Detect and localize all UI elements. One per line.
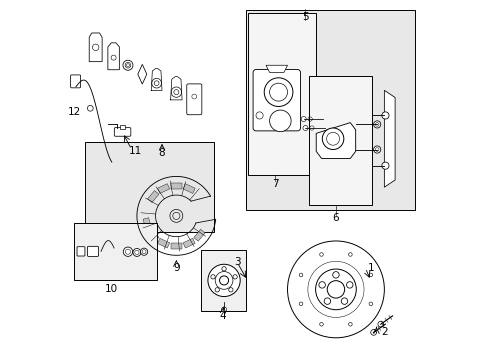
Circle shape xyxy=(207,264,240,297)
Text: 2: 2 xyxy=(380,327,386,337)
Circle shape xyxy=(123,247,132,256)
Polygon shape xyxy=(265,65,287,72)
Bar xyxy=(193,229,204,241)
Circle shape xyxy=(140,248,147,255)
Circle shape xyxy=(368,302,372,306)
Text: 10: 10 xyxy=(105,284,118,294)
Circle shape xyxy=(319,323,323,326)
Bar xyxy=(143,218,151,230)
Circle shape xyxy=(222,267,226,271)
Polygon shape xyxy=(316,123,355,158)
Bar xyxy=(247,13,316,175)
Text: 1: 1 xyxy=(367,263,374,273)
Polygon shape xyxy=(384,90,394,187)
Bar xyxy=(183,184,195,193)
Circle shape xyxy=(219,276,228,285)
Bar xyxy=(183,238,195,248)
Circle shape xyxy=(373,121,380,128)
Circle shape xyxy=(301,117,305,122)
Bar xyxy=(171,243,182,249)
Circle shape xyxy=(315,269,356,310)
Circle shape xyxy=(221,307,226,312)
Bar xyxy=(147,190,159,202)
Circle shape xyxy=(341,298,347,304)
Circle shape xyxy=(299,302,302,306)
Bar xyxy=(74,223,156,280)
Circle shape xyxy=(299,273,302,277)
Text: 5: 5 xyxy=(302,12,308,22)
Circle shape xyxy=(377,321,383,327)
Circle shape xyxy=(319,253,323,256)
Circle shape xyxy=(228,288,233,292)
Text: 3: 3 xyxy=(234,257,241,267)
Bar xyxy=(171,183,182,189)
Bar xyxy=(157,238,169,248)
Bar xyxy=(157,184,169,193)
FancyBboxPatch shape xyxy=(77,247,85,256)
Circle shape xyxy=(287,241,384,338)
Circle shape xyxy=(332,272,339,278)
Bar xyxy=(85,142,214,232)
FancyBboxPatch shape xyxy=(70,75,81,88)
Circle shape xyxy=(368,273,372,277)
Text: 8: 8 xyxy=(159,148,165,158)
Circle shape xyxy=(381,162,388,169)
Circle shape xyxy=(215,288,219,292)
FancyBboxPatch shape xyxy=(253,69,300,131)
Circle shape xyxy=(318,282,325,288)
Bar xyxy=(201,250,246,311)
Circle shape xyxy=(264,78,292,107)
Text: 4: 4 xyxy=(219,311,226,321)
Circle shape xyxy=(373,146,380,153)
Circle shape xyxy=(370,329,376,335)
Circle shape xyxy=(381,112,388,119)
Bar xyxy=(246,10,414,211)
Polygon shape xyxy=(138,64,146,84)
Circle shape xyxy=(346,282,352,288)
Circle shape xyxy=(303,126,307,131)
Bar xyxy=(147,229,159,241)
Circle shape xyxy=(133,248,141,256)
Circle shape xyxy=(348,253,351,256)
Circle shape xyxy=(324,298,330,304)
Circle shape xyxy=(269,110,290,132)
Circle shape xyxy=(210,275,215,279)
FancyBboxPatch shape xyxy=(87,246,99,256)
Text: 11: 11 xyxy=(128,146,142,156)
Text: 12: 12 xyxy=(67,107,81,117)
Polygon shape xyxy=(108,43,119,70)
Text: 6: 6 xyxy=(332,213,339,222)
Circle shape xyxy=(232,275,237,279)
Circle shape xyxy=(326,281,344,298)
Bar xyxy=(120,125,125,129)
Polygon shape xyxy=(89,33,102,62)
Bar xyxy=(308,76,371,205)
FancyBboxPatch shape xyxy=(114,128,131,136)
Circle shape xyxy=(348,323,351,326)
Text: 9: 9 xyxy=(173,263,179,273)
Text: 7: 7 xyxy=(271,179,278,189)
Circle shape xyxy=(322,128,343,149)
FancyBboxPatch shape xyxy=(186,84,202,115)
